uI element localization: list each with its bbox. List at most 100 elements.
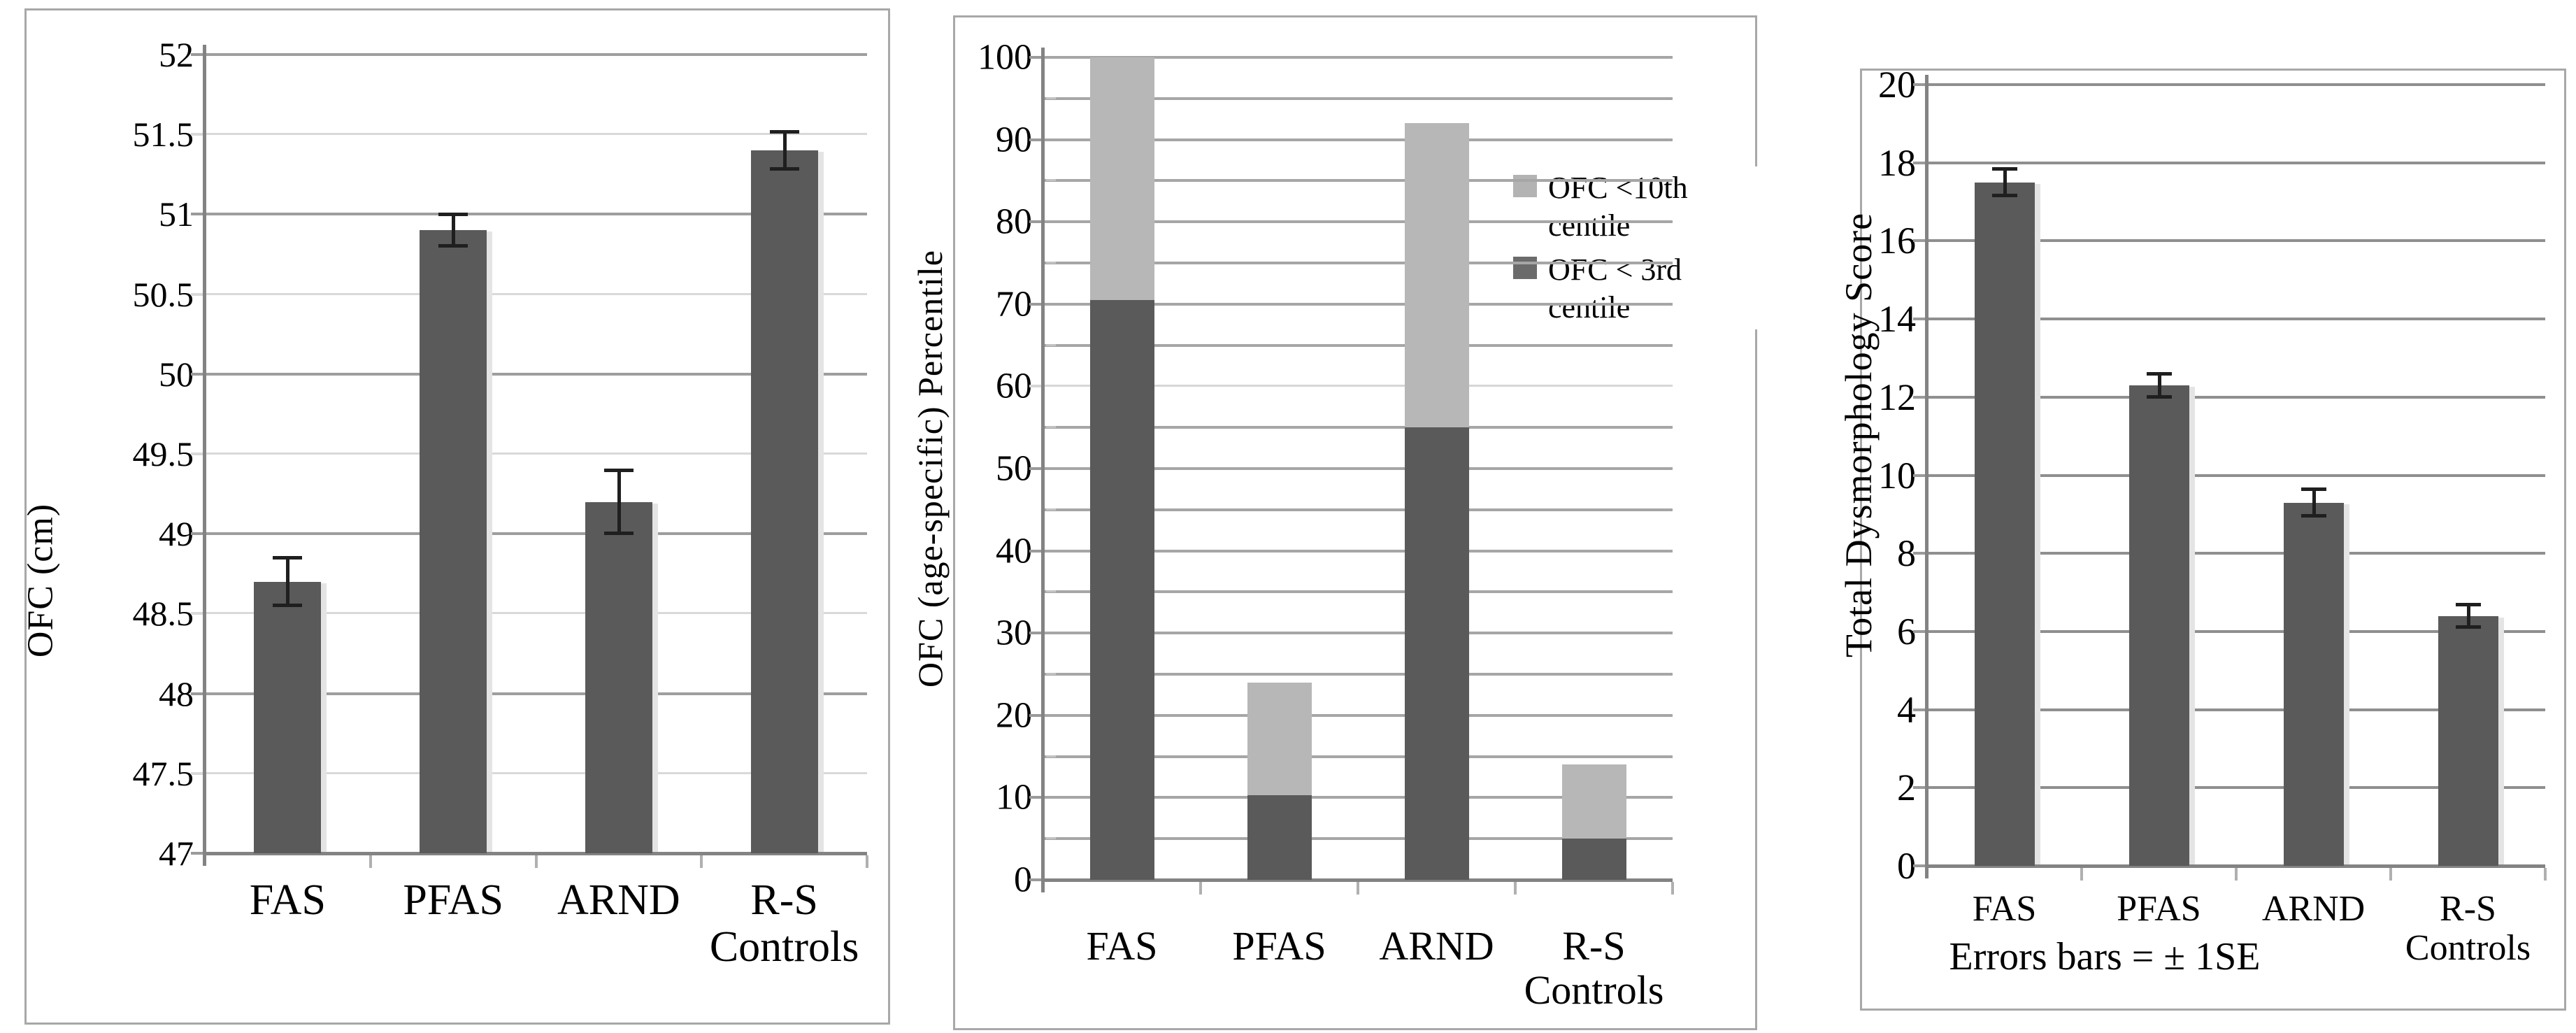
y-tick-mark [1913,83,1927,86]
legend-entry-ofc-3rd: OFC < 3rd centile [1513,251,1756,326]
y-tick-label: 60 [996,366,1032,406]
y-tick-mark [191,771,205,775]
error-bar-line [286,557,290,606]
gridline [1043,343,1673,347]
y-tick-mark [1913,161,1927,164]
error-bar-cap-bottom [769,167,799,171]
x-tick-mark [534,855,538,868]
x-axis-line [1925,864,2545,868]
x-category-label-FAS: FAS [1972,889,2037,929]
y-tick-label: 4 [1897,688,1916,731]
error-bar-cap-top [438,213,468,217]
bar-R-S [750,150,818,853]
y-tick-mark [191,453,205,455]
x-axis-line [1041,878,1673,882]
y-tick-mark [1029,796,1043,799]
gridline [1043,713,1673,717]
y-tick-label: 48 [159,674,194,713]
y-tick-mark [191,692,205,695]
y-tick-label: 100 [978,37,1032,78]
y-axis-label-ofc-cm: OFC (cm) [20,503,61,658]
y-tick-label: 51.5 [132,115,194,155]
y-tick-label: 18 [1878,141,1916,184]
gridline [1043,302,1673,306]
error-bar-cap-bottom [2300,514,2326,518]
error-bar-cap-top [603,468,634,472]
error-bar-cap-bottom [2146,394,2172,399]
gridline [1043,97,1673,100]
bar-segment-FAS-OFC-3rd-centile [1089,299,1154,880]
bar-FAS [1974,182,2035,866]
y-tick-label: 14 [1878,298,1916,341]
bar-segment-PFAS-OFC-3rd-centile [1247,795,1312,880]
y-axis-label-dysmorphology: Total Dysmorphology Score [1838,212,1880,658]
error-bar-footnote: Errors bars = ± 1SE [1949,935,2261,978]
y-tick-mark [191,532,205,536]
legend-entry-ofc-10th: OFC <10th centile [1513,169,1756,244]
x-tick-mark [1671,882,1674,895]
gridline [205,53,867,56]
error-bar-cap-bottom [438,244,468,248]
x-tick-mark [1514,882,1517,895]
y-tick-label: 48.5 [132,594,194,634]
y-tick-mark [1913,552,1927,555]
x-axis-line [203,852,867,855]
x-category-label-FAS: FAS [249,876,326,924]
gridline [1043,467,1673,470]
y-tick-label: 10 [996,777,1032,818]
y-tick-label: 0 [1897,845,1916,887]
gridline [1927,629,2545,633]
x-category-label-R-S: R-S Controls [2405,889,2531,969]
y-tick-label: 12 [1878,376,1916,418]
gridline [1043,590,1673,594]
gridline [1043,385,1673,387]
x-tick-mark [1199,882,1202,895]
y-tick-label: 51 [159,194,194,234]
gridline [1043,179,1673,183]
gridline [1043,426,1673,429]
gridline [1043,220,1673,224]
gridline [1043,796,1673,799]
y-axis-line [1041,48,1045,892]
bar-ARND [2283,502,2344,866]
y-tick-label: 50 [159,354,194,394]
gridline [205,213,867,216]
chart-panel-dysmorphology [1860,69,2566,1011]
gridline [205,532,867,536]
y-tick-mark [1913,864,1927,867]
y-tick-label: 50.5 [132,274,194,314]
x-tick-mark [2544,868,2547,881]
error-bar-cap-top [1991,167,2017,171]
gridline [1927,473,2545,477]
gridline [1043,755,1673,758]
error-bar-line [782,131,787,170]
gridline [1927,552,2545,555]
y-minor-tick-mark [1046,508,1056,511]
y-minor-tick-mark [1046,673,1056,675]
bar-segment-R-S-OFC-3rd-centile [1561,839,1626,880]
y-tick-label: 90 [996,120,1032,160]
y-tick-mark [191,852,205,855]
error-bar-cap-top [2455,602,2481,606]
y-tick-label: 30 [996,613,1032,653]
x-category-label-ARND: ARND [1379,923,1494,969]
bar-R-S [2438,615,2498,866]
error-bar-cap-bottom [273,603,303,607]
error-bar-line [452,214,456,247]
legend: OFC <10th centile OFC < 3rd centile [1512,166,1758,329]
bar-FAS [254,581,322,853]
gridline [1927,318,2545,321]
y-minor-tick-mark [1046,426,1056,429]
gridline [1927,161,2545,164]
y-tick-mark [1029,302,1043,306]
gridline [1043,837,1673,841]
legend-label: OFC <10th centile [1548,171,1688,243]
x-tick-mark [2235,868,2238,881]
gridline [1043,549,1673,553]
y-tick-label: 49.5 [132,434,194,473]
bar-segment-PFAS-OFC-10th-centile [1247,682,1312,795]
error-bar-cap-top [769,129,799,134]
y-tick-mark [1913,708,1927,711]
y-minor-tick-mark [1046,343,1056,346]
y-tick-mark [1029,713,1043,717]
